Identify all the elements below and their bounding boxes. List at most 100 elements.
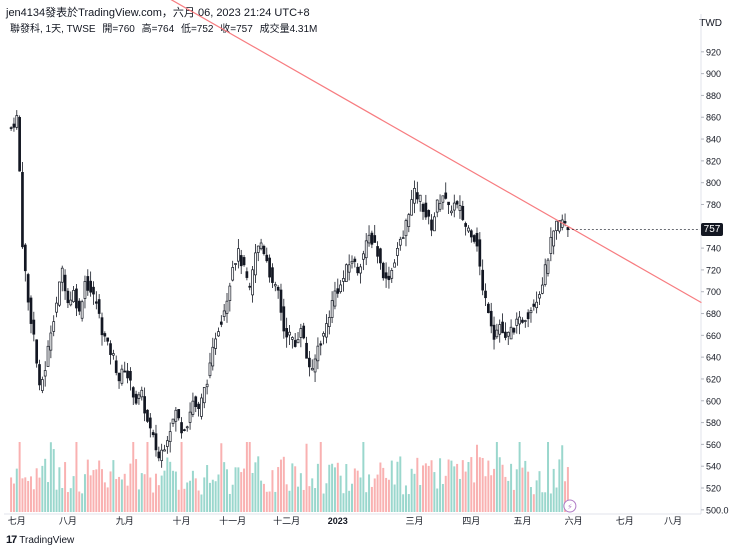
volume-bar [217, 474, 220, 512]
volume-bar [223, 462, 226, 512]
volume-bar [166, 457, 169, 512]
volume-bar [243, 468, 246, 512]
candle-body [21, 172, 24, 248]
candle-body [302, 325, 306, 339]
candle-body [160, 449, 164, 461]
volume-bar [265, 491, 268, 512]
candle-body [60, 267, 64, 283]
candle-body [293, 340, 297, 347]
candle-body [114, 360, 118, 373]
volume-bar [439, 458, 442, 512]
y-tick-label: 800 [706, 178, 721, 188]
trendline-layer: ⚡ [170, 0, 702, 513]
candle-body [299, 328, 303, 338]
candle-body [438, 202, 442, 210]
candle-body [69, 299, 73, 306]
candle-body [183, 429, 186, 431]
y-tick-label: 820 [706, 156, 721, 166]
volume-bar [10, 477, 13, 512]
volume-bar [268, 491, 271, 512]
volume-bar [137, 489, 140, 512]
y-tick-label: 680 [706, 309, 721, 319]
volume-bar [399, 456, 402, 512]
volume-bar [510, 463, 513, 512]
candle-body [180, 422, 183, 434]
volume-bar [245, 442, 248, 512]
candle-body [308, 357, 311, 368]
volume-bar [535, 480, 538, 512]
volume-bar [12, 483, 15, 512]
volume-bar [89, 475, 92, 512]
volume-bar [470, 457, 473, 512]
candle-body [396, 247, 399, 256]
volume-bar [101, 469, 104, 512]
volume-bar [305, 443, 308, 512]
currency-label[interactable]: TWD [699, 18, 722, 29]
volume-bar [532, 494, 535, 512]
volume-bar [498, 457, 501, 512]
volume-bar [413, 473, 416, 512]
candle-body [310, 368, 314, 371]
candle-body [384, 272, 388, 279]
volume-bar [359, 477, 362, 512]
candle-body [143, 396, 146, 414]
volume-bar [393, 484, 396, 512]
volume-bar [152, 492, 155, 512]
candle-body [146, 409, 149, 422]
candle-body [362, 253, 365, 260]
candle-body [563, 221, 567, 224]
volume-bar [21, 478, 24, 512]
candle-body [46, 345, 50, 367]
candle-body [413, 188, 416, 204]
volume-bar [211, 479, 214, 512]
candle-body [447, 201, 450, 206]
lightning-glyph: ⚡ [567, 503, 573, 512]
candle-body [276, 286, 280, 291]
volume-bar [441, 483, 444, 512]
y-tick-label: 740 [706, 244, 721, 254]
volume-bar [507, 480, 510, 512]
volume-bar [66, 492, 69, 512]
candle-body [237, 248, 240, 262]
candle-body [484, 290, 487, 299]
volume-bar [92, 470, 95, 512]
footer-brand[interactable]: 17 TradingView [6, 534, 74, 546]
volume-bar [529, 487, 532, 512]
publish-header: jen4134發表於TradingView.com，六月 06, 2023 21… [6, 7, 310, 19]
volume-bar [214, 481, 217, 512]
candle-body [242, 257, 246, 266]
candle-body [452, 202, 456, 211]
candle-body [188, 411, 192, 423]
candle-body [217, 331, 220, 337]
candle-body [140, 389, 144, 398]
candle-body [120, 368, 124, 384]
volume-bar [27, 480, 30, 512]
candle-body [489, 310, 493, 327]
volume-bar [422, 465, 425, 512]
candle-body [185, 426, 189, 429]
legend-low: 低=752 [180, 24, 214, 35]
candle-body [191, 400, 195, 415]
y-tick-label: 660 [706, 331, 721, 341]
volume-bar [373, 478, 376, 512]
volume-bar [154, 473, 157, 512]
candle-body [464, 223, 467, 227]
volume-bar [189, 480, 192, 512]
y-tick-label: 920 [706, 47, 721, 57]
volume-bar [251, 472, 254, 512]
legend-high: 高=764 [141, 24, 175, 35]
volume-bar [376, 474, 379, 512]
candle-body [350, 260, 354, 264]
volume-bar [564, 481, 567, 512]
candle-body [222, 310, 226, 317]
candle-body [555, 220, 558, 231]
x-tick-label: 十二月 [273, 515, 300, 526]
tradingview-brand-text: TradingView [19, 534, 75, 546]
legend-symbol[interactable]: 聯發科, 1天, TWSE [10, 24, 96, 35]
y-tick-label: 640 [706, 353, 721, 363]
candle-body [469, 230, 473, 238]
candle-body [214, 338, 217, 349]
volume-bar [297, 486, 300, 512]
candle-body [86, 276, 90, 291]
